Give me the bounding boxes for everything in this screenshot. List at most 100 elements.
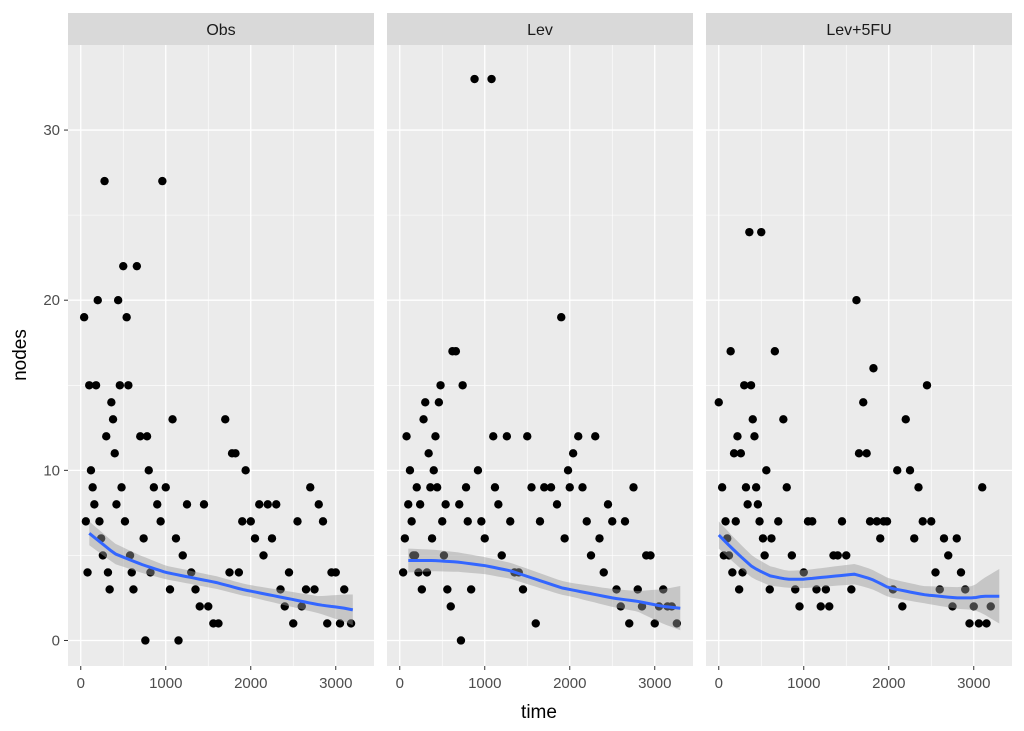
data-point xyxy=(276,585,285,594)
data-point xyxy=(812,585,821,594)
data-point xyxy=(755,517,764,526)
panel-background xyxy=(706,45,1012,666)
data-point xyxy=(787,551,797,560)
data-point xyxy=(842,551,851,560)
data-point xyxy=(310,585,319,594)
y-tick-label: 20 xyxy=(43,292,60,309)
data-point xyxy=(748,415,757,424)
facet-strip-label: Lev xyxy=(527,22,553,39)
data-point xyxy=(255,500,264,509)
data-point xyxy=(103,568,113,577)
data-point xyxy=(745,227,754,237)
data-point xyxy=(473,466,483,475)
data-point xyxy=(552,500,562,509)
y-axis-title: nodes xyxy=(10,329,31,381)
data-point xyxy=(127,568,136,577)
data-point xyxy=(289,619,298,628)
data-point xyxy=(93,296,102,305)
data-point xyxy=(758,534,768,543)
data-point xyxy=(400,534,410,543)
data-point xyxy=(297,602,306,611)
x-tick-label: 1000 xyxy=(468,675,501,692)
facet-strip xyxy=(68,13,374,45)
data-point xyxy=(625,619,634,628)
data-point xyxy=(241,466,250,475)
data-point xyxy=(108,415,118,424)
panel-background xyxy=(68,45,374,666)
data-point xyxy=(910,534,919,543)
data-point xyxy=(90,500,99,509)
data-point xyxy=(85,381,94,390)
data-point xyxy=(120,517,130,526)
data-point xyxy=(568,449,578,458)
data-point xyxy=(816,602,825,611)
facet-strip-label: Obs xyxy=(206,22,235,39)
data-point xyxy=(578,483,587,492)
data-point xyxy=(782,483,791,492)
data-point xyxy=(117,483,126,492)
data-point xyxy=(729,449,739,458)
data-point xyxy=(837,517,847,526)
y-tick-label: 30 xyxy=(43,122,60,139)
data-point xyxy=(825,602,834,611)
data-point xyxy=(142,432,152,441)
data-point xyxy=(95,517,104,526)
data-point xyxy=(429,466,438,475)
data-point xyxy=(770,347,780,356)
data-point xyxy=(591,432,600,441)
data-point xyxy=(161,483,170,492)
data-point xyxy=(470,74,479,84)
data-point xyxy=(898,602,907,611)
data-point xyxy=(419,415,428,424)
data-point xyxy=(869,364,878,373)
data-point xyxy=(865,517,875,526)
data-point xyxy=(986,602,995,611)
data-point xyxy=(717,483,727,492)
data-point xyxy=(466,585,476,594)
data-point xyxy=(434,398,444,407)
data-point xyxy=(535,517,545,526)
data-point xyxy=(574,432,583,441)
data-point xyxy=(431,432,440,441)
data-point xyxy=(149,483,159,492)
data-point xyxy=(608,517,617,526)
data-point xyxy=(139,534,148,543)
data-point xyxy=(939,534,949,543)
data-point xyxy=(918,517,927,526)
data-point xyxy=(284,568,294,577)
data-point xyxy=(124,381,133,390)
data-point xyxy=(905,466,915,475)
confidence-band xyxy=(718,521,1000,624)
data-point xyxy=(859,398,868,407)
data-point xyxy=(199,500,209,509)
y-tick-label: 0 xyxy=(52,632,60,649)
data-point xyxy=(480,534,489,543)
data-point xyxy=(86,466,96,475)
data-point xyxy=(494,500,503,509)
x-tick-label: 2000 xyxy=(872,675,905,692)
data-point xyxy=(132,261,142,271)
data-point xyxy=(586,551,596,560)
data-point xyxy=(969,602,978,611)
data-point xyxy=(650,619,659,628)
x-tick-label: 0 xyxy=(715,675,723,692)
data-point xyxy=(726,347,735,356)
data-point xyxy=(231,449,240,458)
data-point xyxy=(527,483,536,492)
data-point xyxy=(731,517,740,526)
data-point xyxy=(740,381,749,390)
data-point xyxy=(398,568,408,577)
data-point xyxy=(956,568,966,577)
data-point xyxy=(746,381,756,390)
data-point xyxy=(603,500,613,509)
data-point xyxy=(518,585,528,594)
data-point xyxy=(477,517,486,526)
data-point xyxy=(714,398,723,407)
data-point xyxy=(238,517,247,526)
data-point xyxy=(306,483,315,492)
data-point xyxy=(191,585,200,594)
data-point xyxy=(927,517,936,526)
panel-background xyxy=(387,45,693,666)
data-point xyxy=(340,585,349,594)
